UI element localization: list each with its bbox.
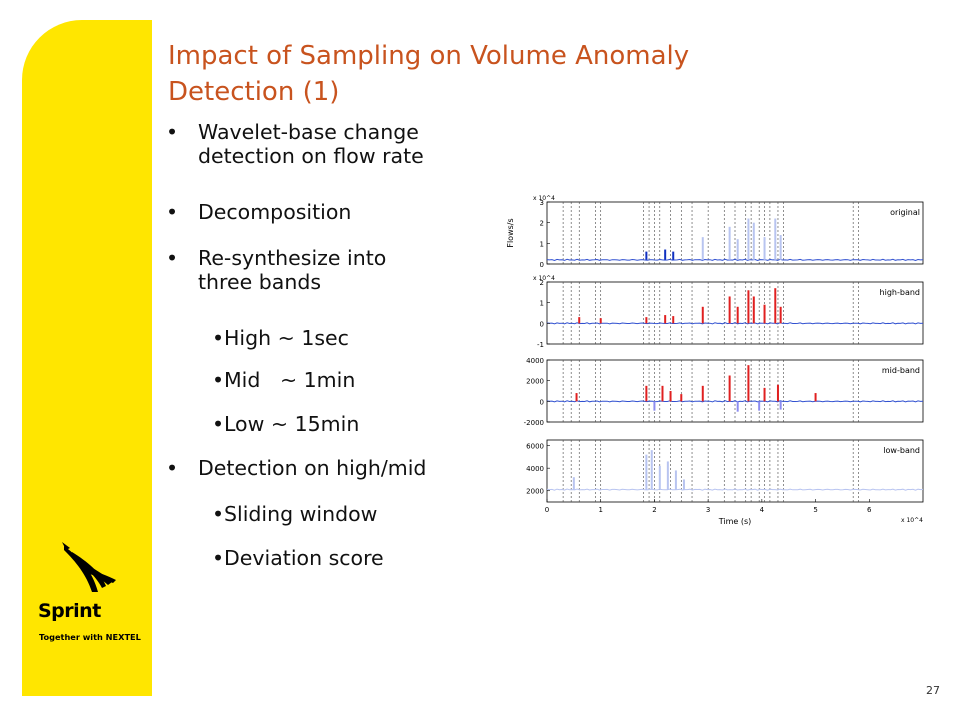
bullet-text: Wavelet-base change xyxy=(198,120,419,144)
bullet-item: • Detection on high/mid xyxy=(160,456,426,480)
y-tick-label: -1 xyxy=(537,341,544,349)
sub-bullet-item: • Low ~ 15min xyxy=(160,412,359,436)
x-tick-label: 3 xyxy=(706,506,710,514)
page-number: 27 xyxy=(926,684,940,697)
bullet-item: • Re-synthesize into three bands xyxy=(160,246,386,294)
bullet-dot: • xyxy=(166,246,179,270)
y-tick-label: 2000 xyxy=(526,378,544,386)
wavelet-chart: 0 1 2 3 original x 10^4 Flows/s -1 0 1 2 high-band x… xyxy=(506,195,924,526)
y-tick-label: 2000 xyxy=(526,488,544,496)
bullet-dot: • xyxy=(166,200,179,224)
y-tick-label: 3 xyxy=(540,199,544,207)
y-tick-label: 1 xyxy=(540,240,544,248)
x-tick-label: 4 xyxy=(760,506,765,514)
logo-brand: Sprint xyxy=(38,600,101,622)
y-tick-label: 0 xyxy=(540,398,544,406)
sub-bullet-item: • Mid ~ 1min xyxy=(160,368,355,392)
logo-tagline: Together with NEXTEL xyxy=(39,632,141,642)
bullet-dot: • xyxy=(166,456,179,480)
panel-label: high-band xyxy=(880,288,920,297)
wavelet-figure: 0 1 2 3 original x 10^4 Flows/s -1 0 1 2 high-band x… xyxy=(503,190,933,530)
x-axis-label: Time (s) xyxy=(718,517,752,526)
sprint-wing-icon xyxy=(62,542,116,592)
bullet-text: Sliding window xyxy=(224,502,378,526)
bullet-text: Low ~ 15min xyxy=(224,412,360,436)
x-tick-label: 1 xyxy=(598,506,602,514)
y-tick-label: -2000 xyxy=(524,419,544,427)
y-multiplier: x 10^4 xyxy=(533,195,555,202)
x-tick-label: 2 xyxy=(652,506,656,514)
bullet-dot: • xyxy=(212,412,225,436)
x-multiplier: x 10^4 xyxy=(901,517,923,524)
bullet-dot: • xyxy=(212,502,225,526)
panel-label: original xyxy=(890,208,920,217)
panel-frame xyxy=(546,281,924,345)
bullet-text: detection on flow rate xyxy=(198,144,424,168)
y-tick-label: 4000 xyxy=(526,465,544,473)
y-tick-label: 0 xyxy=(540,320,544,328)
bullet-text: Decomposition xyxy=(198,200,352,224)
x-tick-label: 6 xyxy=(867,506,872,514)
bullet-text: High ~ 1sec xyxy=(224,326,349,350)
yellow-sidebar: Sprint Together with NEXTEL xyxy=(22,20,152,696)
bullet-text: Re-synthesize into xyxy=(198,246,387,270)
series-line xyxy=(546,400,924,403)
title-line-1: Impact of Sampling on Volume Anomaly xyxy=(168,41,690,71)
panel-label: mid-band xyxy=(882,366,920,375)
bullet-item: • Wavelet-base change detection on flow … xyxy=(160,120,424,168)
panel-label: low-band xyxy=(883,446,920,455)
x-tick-label: 5 xyxy=(813,506,817,514)
sub-bullet-item: • Sliding window xyxy=(160,502,377,526)
slide-title: Impact of Sampling on Volume Anomaly Det… xyxy=(168,38,868,110)
bullet-dot: • xyxy=(212,546,225,570)
y-tick-label: 6000 xyxy=(526,443,544,451)
sprint-logo: Sprint Together with NEXTEL xyxy=(22,520,152,670)
series-line xyxy=(546,322,924,325)
x-tick-label: 0 xyxy=(545,506,549,514)
bullet-text: Mid ~ 1min xyxy=(224,368,356,392)
y-tick-label: 1 xyxy=(540,300,544,308)
bullet-text: Detection on high/mid xyxy=(198,456,427,480)
y-tick-label: 4000 xyxy=(526,357,544,365)
sub-bullet-item: • Deviation score xyxy=(160,546,384,570)
title-line-2: Detection (1) xyxy=(168,77,340,107)
y-multiplier: x 10^4 xyxy=(533,275,555,282)
series-line xyxy=(546,488,924,491)
panel-frame xyxy=(546,201,924,265)
bullet-text: Deviation score xyxy=(224,546,384,570)
series-line xyxy=(546,258,924,262)
panel-frame xyxy=(546,439,924,503)
y-tick-label: 2 xyxy=(540,220,544,228)
bullet-dot: • xyxy=(212,368,225,392)
bullet-item: • Decomposition xyxy=(160,200,351,224)
bullet-dot: • xyxy=(212,326,225,350)
y-axis-label: Flows/s xyxy=(506,218,515,247)
bullet-text: three bands xyxy=(198,270,322,294)
y-tick-label: 2 xyxy=(540,279,544,287)
bullet-dot: • xyxy=(166,120,179,144)
panel-frame xyxy=(546,359,924,423)
sub-bullet-item: • High ~ 1sec xyxy=(160,326,349,350)
y-tick-label: 0 xyxy=(540,261,544,269)
